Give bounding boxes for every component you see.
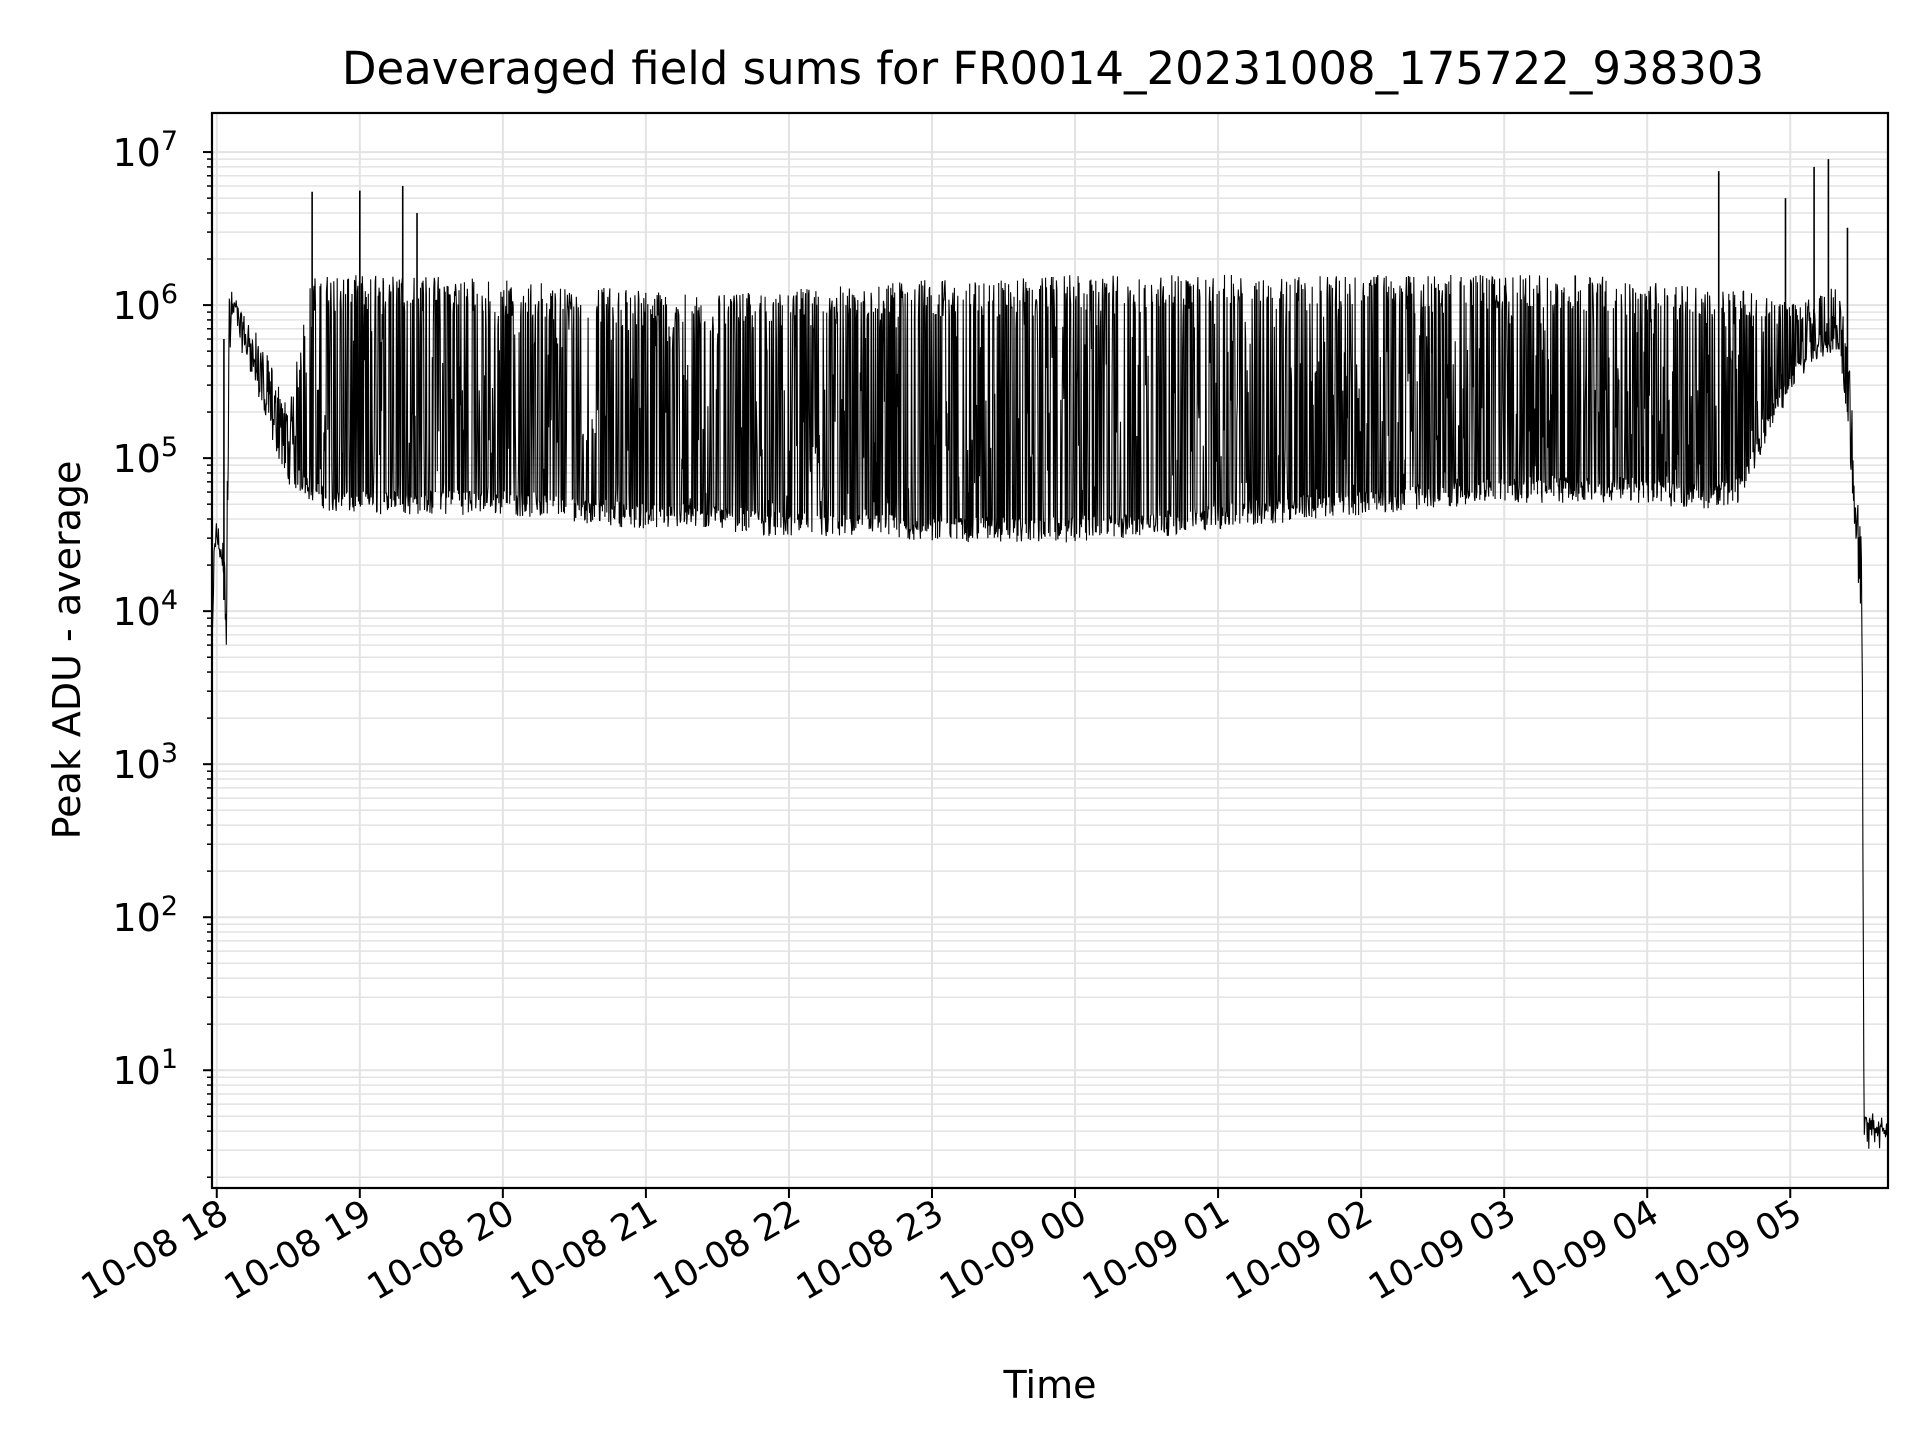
x-tick-label: 10-08 18 xyxy=(75,1192,236,1308)
x-tick-label: 10-08 22 xyxy=(647,1192,808,1308)
x-tick-label: 10-09 05 xyxy=(1648,1192,1809,1308)
x-tick-label: 10-09 01 xyxy=(1076,1192,1237,1308)
y-tick-exponent: 2 xyxy=(161,891,178,922)
x-tick-label: 10-09 03 xyxy=(1362,1192,1523,1308)
y-tick-label: 106 xyxy=(112,279,178,328)
chart-title: Deaveraged field sums for FR0014_2023100… xyxy=(342,42,1764,95)
y-tick-label: 105 xyxy=(112,432,178,481)
y-tick-exponent: 6 xyxy=(161,279,178,310)
y-tick-label: 104 xyxy=(112,585,178,634)
x-tick-label: 10-09 00 xyxy=(933,1192,1094,1308)
y-tick-exponent: 1 xyxy=(161,1044,178,1075)
y-tick-base: 10 xyxy=(112,437,160,481)
y-tick-base: 10 xyxy=(112,896,160,940)
y-tick-exponent: 7 xyxy=(161,126,178,157)
y-tick-exponent: 5 xyxy=(161,432,178,463)
y-tick-exponent: 4 xyxy=(161,585,178,616)
y-tick-exponent: 3 xyxy=(161,738,178,769)
y-axis-label: Peak ADU - average xyxy=(45,461,89,840)
x-tick-label: 10-08 23 xyxy=(790,1192,951,1308)
data-layer xyxy=(211,159,1889,1149)
x-tick-label: 10-09 02 xyxy=(1219,1192,1380,1308)
y-tick-label: 101 xyxy=(112,1044,178,1093)
y-tick-base: 10 xyxy=(112,1049,160,1093)
y-tick-base: 10 xyxy=(112,743,160,787)
y-tick-base: 10 xyxy=(112,284,160,328)
grid-layer xyxy=(212,113,1888,1188)
x-tick-label: 10-09 04 xyxy=(1505,1192,1666,1308)
x-tick-label: 10-08 21 xyxy=(504,1192,665,1308)
x-tick-label: 10-08 19 xyxy=(218,1192,379,1308)
plot-frame xyxy=(210,111,1890,1190)
x-tick-label: 10-08 20 xyxy=(361,1192,522,1308)
y-tick-label: 107 xyxy=(112,126,178,175)
x-axis-label: Time xyxy=(1003,1363,1097,1407)
y-tick-label: 102 xyxy=(112,891,178,940)
series-line xyxy=(211,274,1889,1149)
y-tick-label: 103 xyxy=(112,738,178,787)
y-tick-base: 10 xyxy=(112,590,160,634)
y-tick-base: 10 xyxy=(112,131,160,175)
